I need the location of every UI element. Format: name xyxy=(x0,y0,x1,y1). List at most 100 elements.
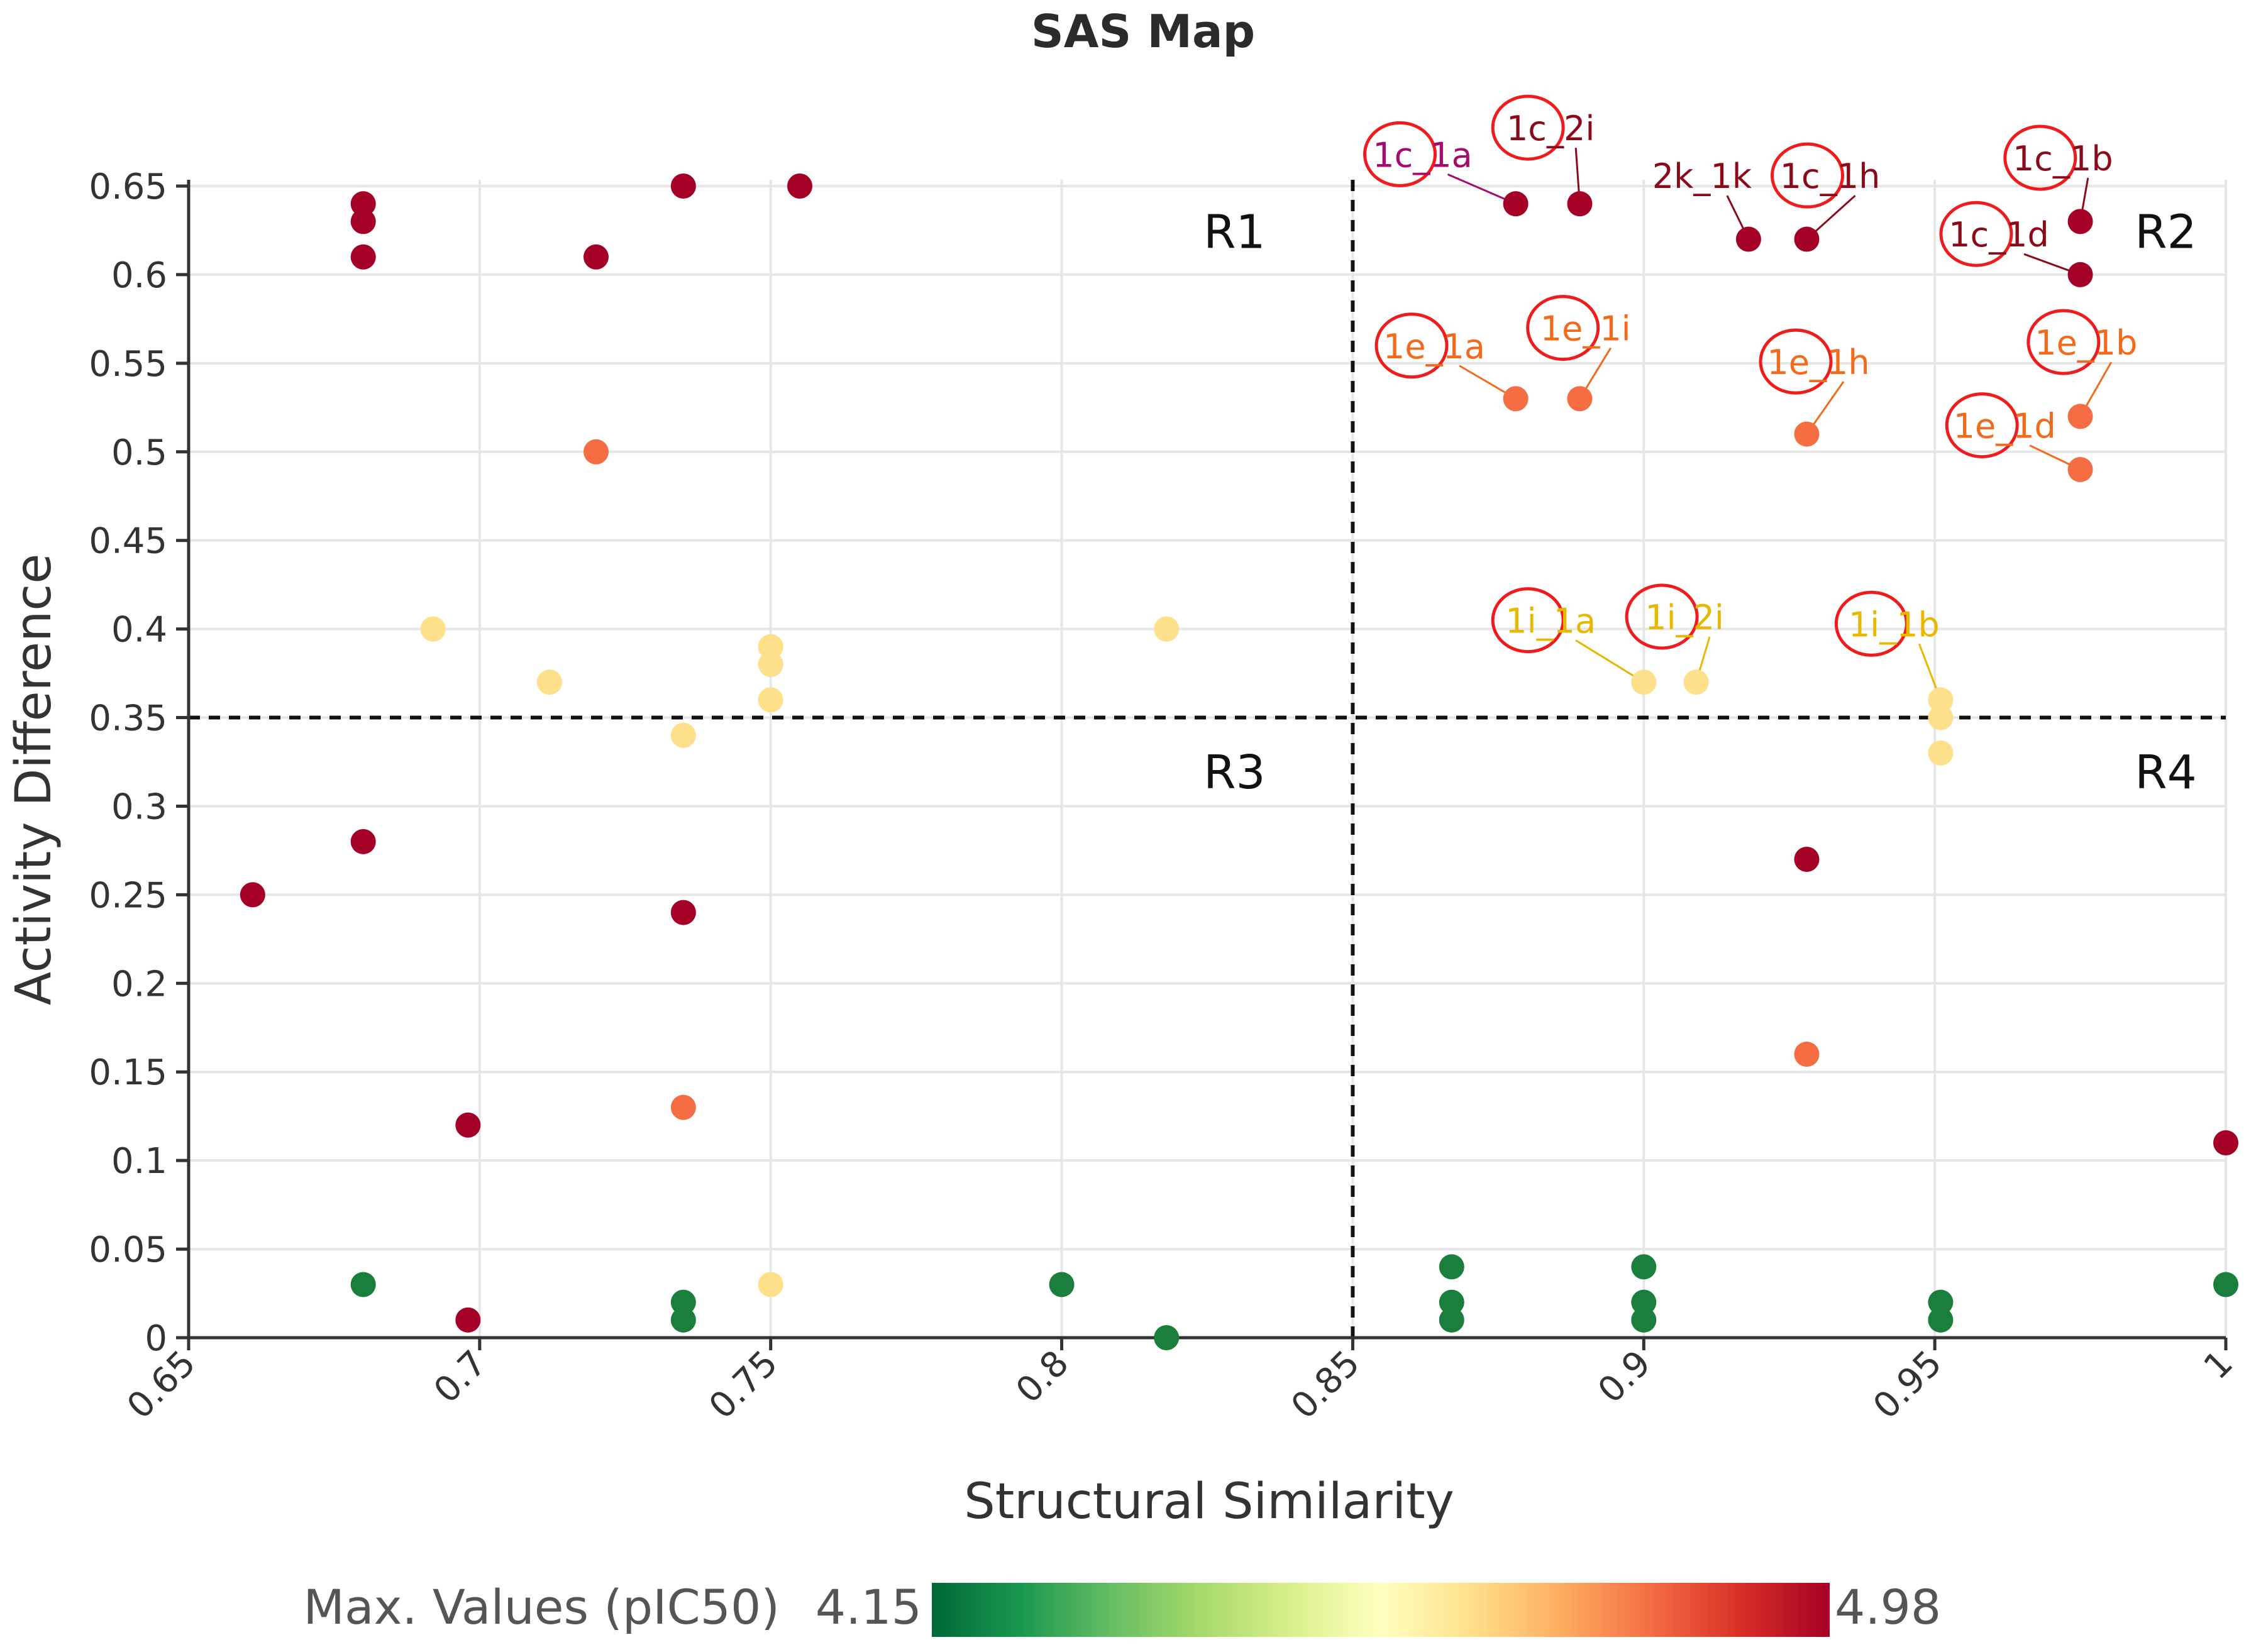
data-point xyxy=(670,1289,696,1315)
point-annotation: 1e_1h xyxy=(1767,343,1869,382)
y-tick-label: 0.35 xyxy=(89,698,167,739)
point-annotation: 1e_1i xyxy=(1540,309,1631,349)
point-annotation: 1c_1b xyxy=(2013,139,2113,179)
x-tick-label: 0.85 xyxy=(1283,1343,1368,1427)
data-point xyxy=(350,191,376,217)
data-point xyxy=(1049,1272,1075,1297)
data-point xyxy=(1567,191,1593,217)
data-point xyxy=(670,173,696,199)
data-point xyxy=(1631,1289,1657,1315)
x-tick-label: 0.75 xyxy=(701,1343,785,1427)
data-point xyxy=(420,616,446,642)
point-annotation: 1c_1a xyxy=(1373,135,1473,175)
annotation-circle xyxy=(1625,583,1699,650)
data-point xyxy=(1439,1307,1464,1333)
y-axis-label: Activity Difference xyxy=(6,554,62,1006)
chart-title: SAS Map xyxy=(1031,5,1255,58)
data-point xyxy=(1928,705,1954,730)
y-tick-label: 0.5 xyxy=(111,432,167,473)
data-point xyxy=(455,1307,481,1333)
point-annotation: 1e_1a xyxy=(1383,327,1485,366)
y-tick-label: 0.65 xyxy=(89,167,167,207)
y-tick-label: 0.3 xyxy=(111,786,167,827)
annotation-circle xyxy=(1834,590,1908,657)
data-point xyxy=(1794,226,1820,252)
data-point xyxy=(1735,226,1761,252)
annotation-circle xyxy=(1945,392,2019,459)
data-point xyxy=(758,651,783,677)
data-point xyxy=(1503,386,1529,412)
region-label-r2: R2 xyxy=(2135,205,2197,259)
data-point xyxy=(1928,687,1954,713)
data-point xyxy=(455,1112,481,1138)
data-point xyxy=(2067,404,2093,429)
annotation-circle xyxy=(1526,295,1600,361)
x-tick-label: 0.7 xyxy=(426,1343,495,1411)
annotation-circle xyxy=(2003,124,2077,191)
y-tick-label: 0.4 xyxy=(111,610,167,651)
point-annotation: 1i_1b xyxy=(1849,605,1940,644)
y-tick-label: 0.2 xyxy=(111,964,167,1005)
annotation-circle xyxy=(1374,312,1449,379)
point-annotation: 1i_2i xyxy=(1645,598,1724,637)
data-point xyxy=(670,1307,696,1333)
data-point xyxy=(1928,1307,1954,1333)
x-tick-label: 0.65 xyxy=(119,1343,204,1427)
annotation-leader xyxy=(1575,639,1645,683)
data-point xyxy=(1154,616,1180,642)
y-tick-label: 0.55 xyxy=(89,344,167,385)
data-point xyxy=(670,900,696,925)
region-labels: R1 R2 R3 R4 xyxy=(1203,205,2197,800)
point-annotation: 1i_1a xyxy=(1505,602,1596,641)
y-tick-label: 0.05 xyxy=(89,1230,167,1270)
data-point xyxy=(350,829,376,854)
data-point xyxy=(1631,1307,1657,1333)
data-point xyxy=(1503,191,1529,217)
annotation-circle xyxy=(2027,309,2101,375)
data-point xyxy=(350,209,376,234)
data-point xyxy=(1631,669,1657,695)
point-annotations: 1c_1a 1c_2i 2k_1k 1c_1h 1c_1b 1c_1d 1e_1a 1e_1i… xyxy=(1363,94,2137,657)
data-point xyxy=(670,722,696,748)
data-point xyxy=(1794,847,1820,873)
annotation-circle xyxy=(1759,328,1833,395)
data-point xyxy=(536,669,562,695)
y-tick-label: 0.15 xyxy=(89,1052,167,1093)
x-tick-label: 0.8 xyxy=(1009,1343,1077,1411)
data-point xyxy=(1794,421,1820,447)
colorbar: Max. Values (pIC50) 4.15 4.98 xyxy=(303,1579,1941,1637)
scatter-points xyxy=(240,173,2238,1350)
data-point xyxy=(1154,1325,1180,1350)
x-tick-label: 0.9 xyxy=(1590,1343,1659,1411)
annotation-circle xyxy=(1771,142,1845,209)
point-annotation: 1c_1h xyxy=(1780,157,1881,196)
data-point xyxy=(583,439,609,465)
data-point xyxy=(758,634,783,659)
data-point xyxy=(670,1094,696,1120)
data-point xyxy=(350,244,376,270)
colorbar-gradient xyxy=(932,1583,1830,1637)
x-tick-label: 0.95 xyxy=(1866,1343,1950,1427)
colorbar-min-label: 4.15 xyxy=(816,1579,922,1635)
data-point xyxy=(1794,1042,1820,1067)
point-annotation: 1c_2i xyxy=(1507,109,1595,148)
annotation-circle xyxy=(1491,587,1565,654)
axes: 0 0.05 0.1 0.15 0.2 0.25 0.3 0.35 0.4 0.45 0.5 0.55… xyxy=(89,167,2241,1427)
colorbar-max-label: 4.98 xyxy=(1835,1579,1941,1635)
threshold-lines xyxy=(189,180,2226,1338)
x-tick-label: 1 xyxy=(2196,1343,2241,1387)
data-point xyxy=(2067,262,2093,287)
x-axis-label: Structural Similarity xyxy=(964,1473,1454,1530)
y-tick-label: 0.45 xyxy=(89,521,167,562)
data-point xyxy=(350,1272,376,1297)
y-tick-label: 0 xyxy=(145,1318,167,1359)
data-point xyxy=(1439,1254,1464,1280)
data-point xyxy=(2213,1272,2238,1297)
annotation-circle xyxy=(1363,121,1437,187)
data-point xyxy=(1567,386,1593,412)
data-point xyxy=(1928,740,1954,766)
data-point xyxy=(2067,456,2093,482)
annotation-circle xyxy=(1491,94,1565,161)
data-point xyxy=(758,1272,783,1297)
point-annotation: 2k_1k xyxy=(1652,157,1752,196)
